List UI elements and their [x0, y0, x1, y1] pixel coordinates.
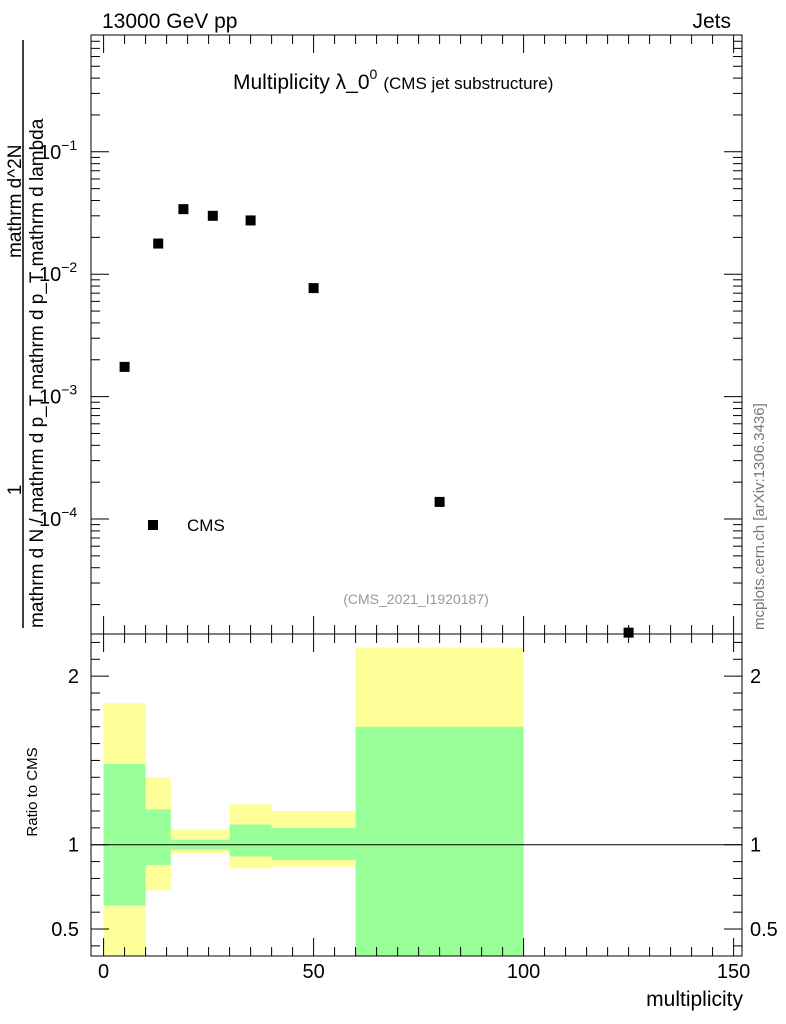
x-tick-label-1: 50 [302, 961, 324, 983]
category-label: Jets [692, 10, 731, 33]
ratio-ylabel: Ratio to CMS [24, 747, 41, 836]
ratio-band-inner [271, 827, 356, 860]
ratio-y-tick-label-right-2: 2 [750, 666, 761, 688]
data-point [207, 210, 218, 221]
x-axis-label: multiplicity [646, 988, 743, 1011]
x-tick-labels: 0 50 100 150 [98, 961, 750, 983]
y-tick-label-0: 10−1 [39, 137, 77, 164]
analysis-tag: (CMS_2021_I1920187) [343, 591, 489, 607]
side-note: mcplots.cern.ch [arXiv:1306.3436] [751, 403, 768, 630]
legend-label: CMS [187, 516, 225, 535]
x-tick-label-2: 100 [507, 961, 540, 983]
x-tick-label-0: 0 [98, 961, 109, 983]
main-plot-frame [90, 34, 743, 635]
y-tick-label-1: 10−2 [39, 259, 77, 286]
title-main: Multiplicity λ_0 [233, 71, 370, 94]
data-points [119, 204, 634, 638]
ylabel-top: mathrm d^2N [5, 145, 26, 258]
main-axis-ticks [91, 34, 742, 634]
data-point [119, 361, 130, 372]
ratio-band-inner [355, 726, 524, 956]
ratio-bands [103, 647, 524, 956]
legend-marker [148, 520, 158, 530]
data-point [153, 238, 164, 249]
ratio-band-inner [103, 763, 146, 906]
y-axis-label: 1 mathrm d N / mathrm d p_T mathrm d p_T… [5, 40, 48, 628]
ratio-axis-ticks [91, 634, 742, 956]
data-point [178, 204, 189, 215]
ratio-y-tick-label-right-1: 1 [750, 835, 761, 857]
ratio-y-tick-label-right-0: 0.5 [750, 919, 778, 941]
energy-label: 13000 GeV pp [102, 10, 237, 33]
legend: CMS [148, 516, 225, 535]
ratio-band-inner [145, 809, 171, 865]
y-tick-label-2: 10−3 [39, 382, 77, 409]
title-superscript: 0 [370, 66, 378, 82]
title-subtitle: (CMS jet substructure) [383, 74, 553, 93]
ratio-y-tick-label-left-1: 1 [68, 835, 79, 857]
y-tick-labels: 10−1 10−2 10−3 10−4 [39, 137, 77, 531]
ratio-y-tick-labels: 0.5 0.5 1 1 2 2 [51, 666, 778, 941]
ratio-y-tick-label-left-0: 0.5 [51, 919, 79, 941]
plot-title: Multiplicity λ_00 (CMS jet substructure) [233, 66, 553, 94]
y-tick-label-3: 10−4 [39, 504, 77, 531]
ratio-y-tick-label-left-2: 2 [68, 666, 79, 688]
data-point [623, 627, 634, 638]
ratio-plot-frame [90, 633, 743, 957]
ratio-band-inner [229, 824, 272, 857]
data-point [245, 215, 256, 226]
x-tick-label-3: 150 [717, 961, 750, 983]
ylabel-denominator: mathrm d N / mathrm d p_T mathrm d p_T m… [27, 118, 48, 628]
data-point [308, 283, 319, 294]
ylabel-numerator: 1 [5, 485, 26, 496]
data-point [434, 496, 445, 507]
